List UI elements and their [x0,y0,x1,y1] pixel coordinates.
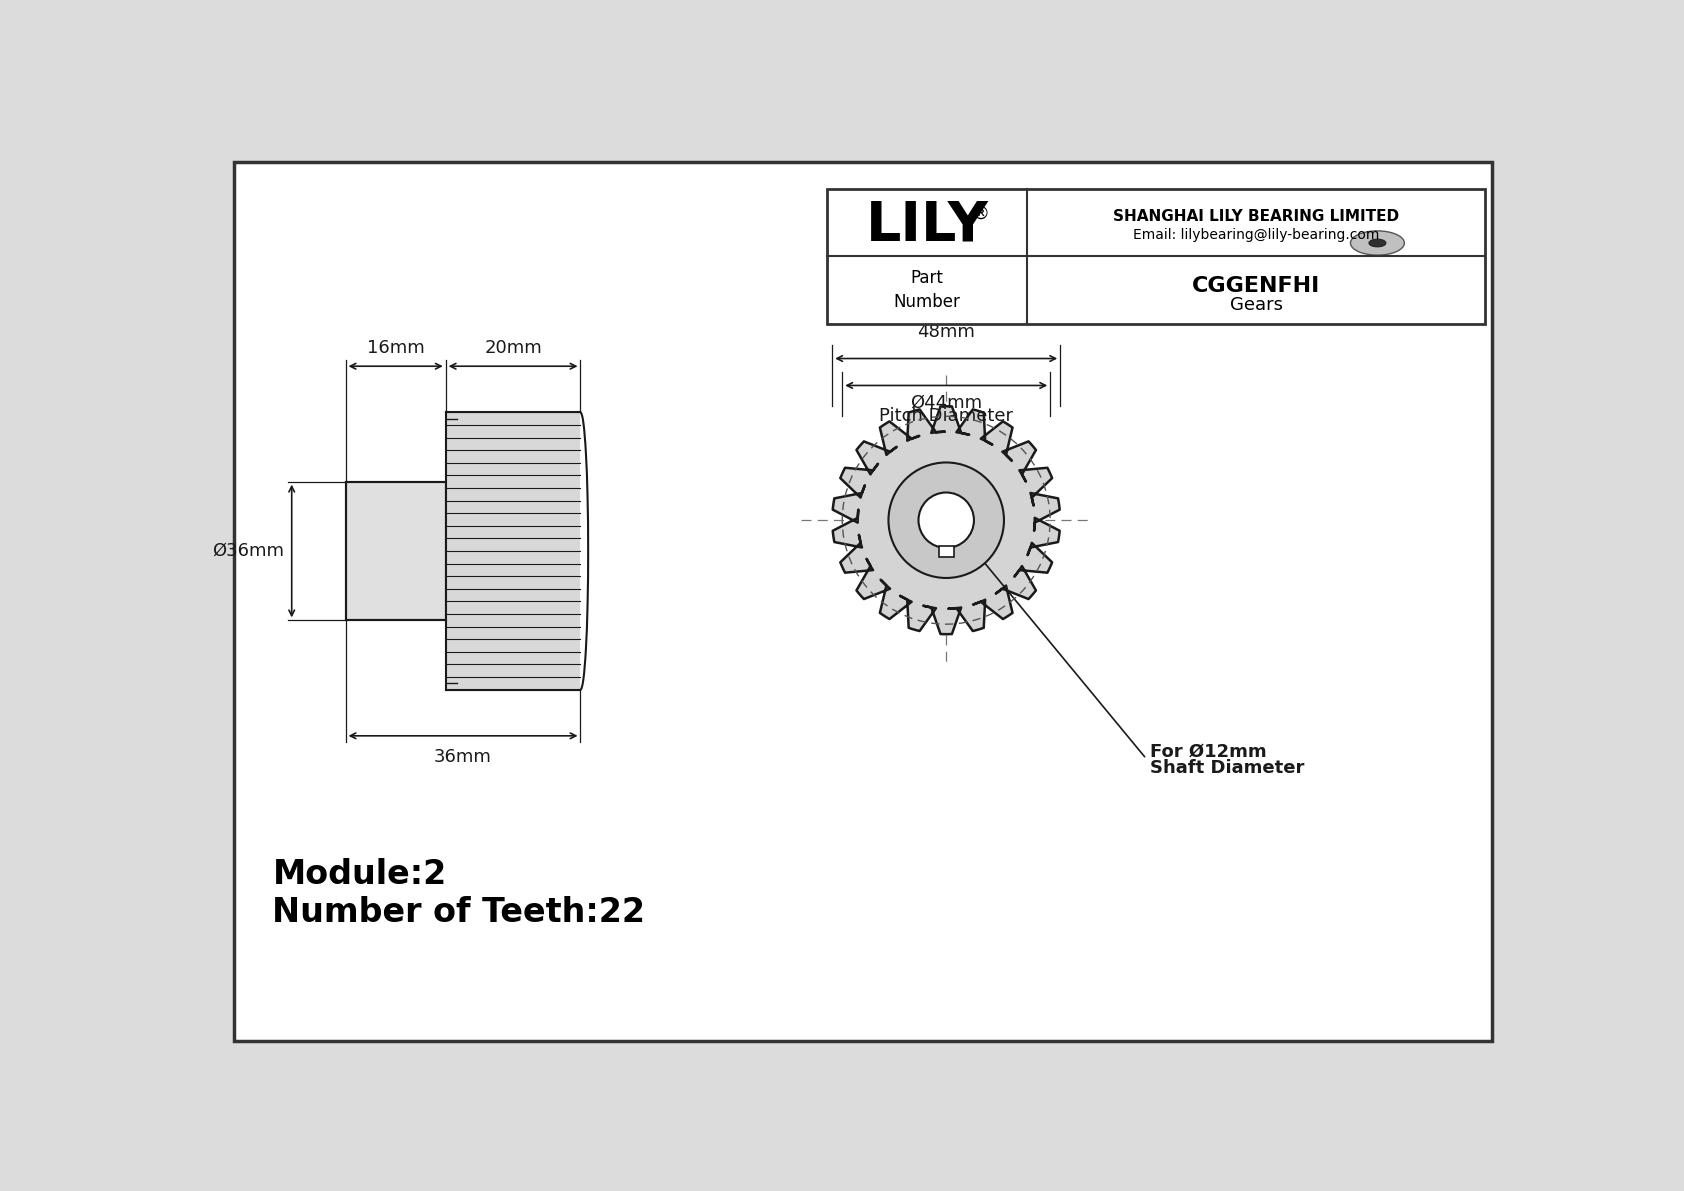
Text: LILY: LILY [866,199,989,252]
Text: 36mm: 36mm [434,748,492,766]
Text: Shaft Diameter: Shaft Diameter [1150,759,1305,778]
Text: 20mm: 20mm [485,339,542,357]
Text: SHANGHAI LILY BEARING LIMITED: SHANGHAI LILY BEARING LIMITED [1113,208,1399,224]
Polygon shape [1428,252,1448,262]
Text: Part
Number: Part Number [894,269,960,311]
Text: Ø44mm: Ø44mm [909,393,982,411]
Text: Module:2: Module:2 [273,858,446,891]
Polygon shape [1406,264,1428,272]
Text: 16mm: 16mm [367,339,424,357]
Circle shape [889,462,1004,578]
Polygon shape [1428,231,1448,239]
Bar [446,412,581,690]
Polygon shape [1435,245,1452,255]
Polygon shape [834,406,1059,634]
Polygon shape [1420,258,1440,268]
Polygon shape [1420,225,1440,233]
Bar [345,481,446,621]
Text: CGGENFHI: CGGENFHI [1192,276,1320,297]
Polygon shape [1391,218,1413,225]
Ellipse shape [1351,231,1404,255]
Text: Pitch Diameter: Pitch Diameter [879,407,1014,425]
Text: Email: lilybearing@lily-bearing.com: Email: lilybearing@lily-bearing.com [1133,227,1379,242]
Bar [827,189,1485,324]
Text: Ø36mm: Ø36mm [212,542,285,560]
Polygon shape [1351,255,1421,262]
Bar [1285,166,1467,320]
Text: Gears: Gears [1229,297,1283,314]
Text: For Ø12mm: For Ø12mm [1150,742,1266,760]
Polygon shape [1337,224,1452,275]
Bar [938,547,953,557]
Text: Number of Teeth:22: Number of Teeth:22 [273,897,645,929]
Text: ®: ® [972,205,990,223]
Circle shape [918,493,973,548]
Polygon shape [1406,220,1428,229]
Text: 48mm: 48mm [918,323,975,341]
Ellipse shape [1369,239,1386,247]
Polygon shape [1320,217,1435,269]
Polygon shape [1391,268,1413,275]
Polygon shape [1435,238,1452,247]
